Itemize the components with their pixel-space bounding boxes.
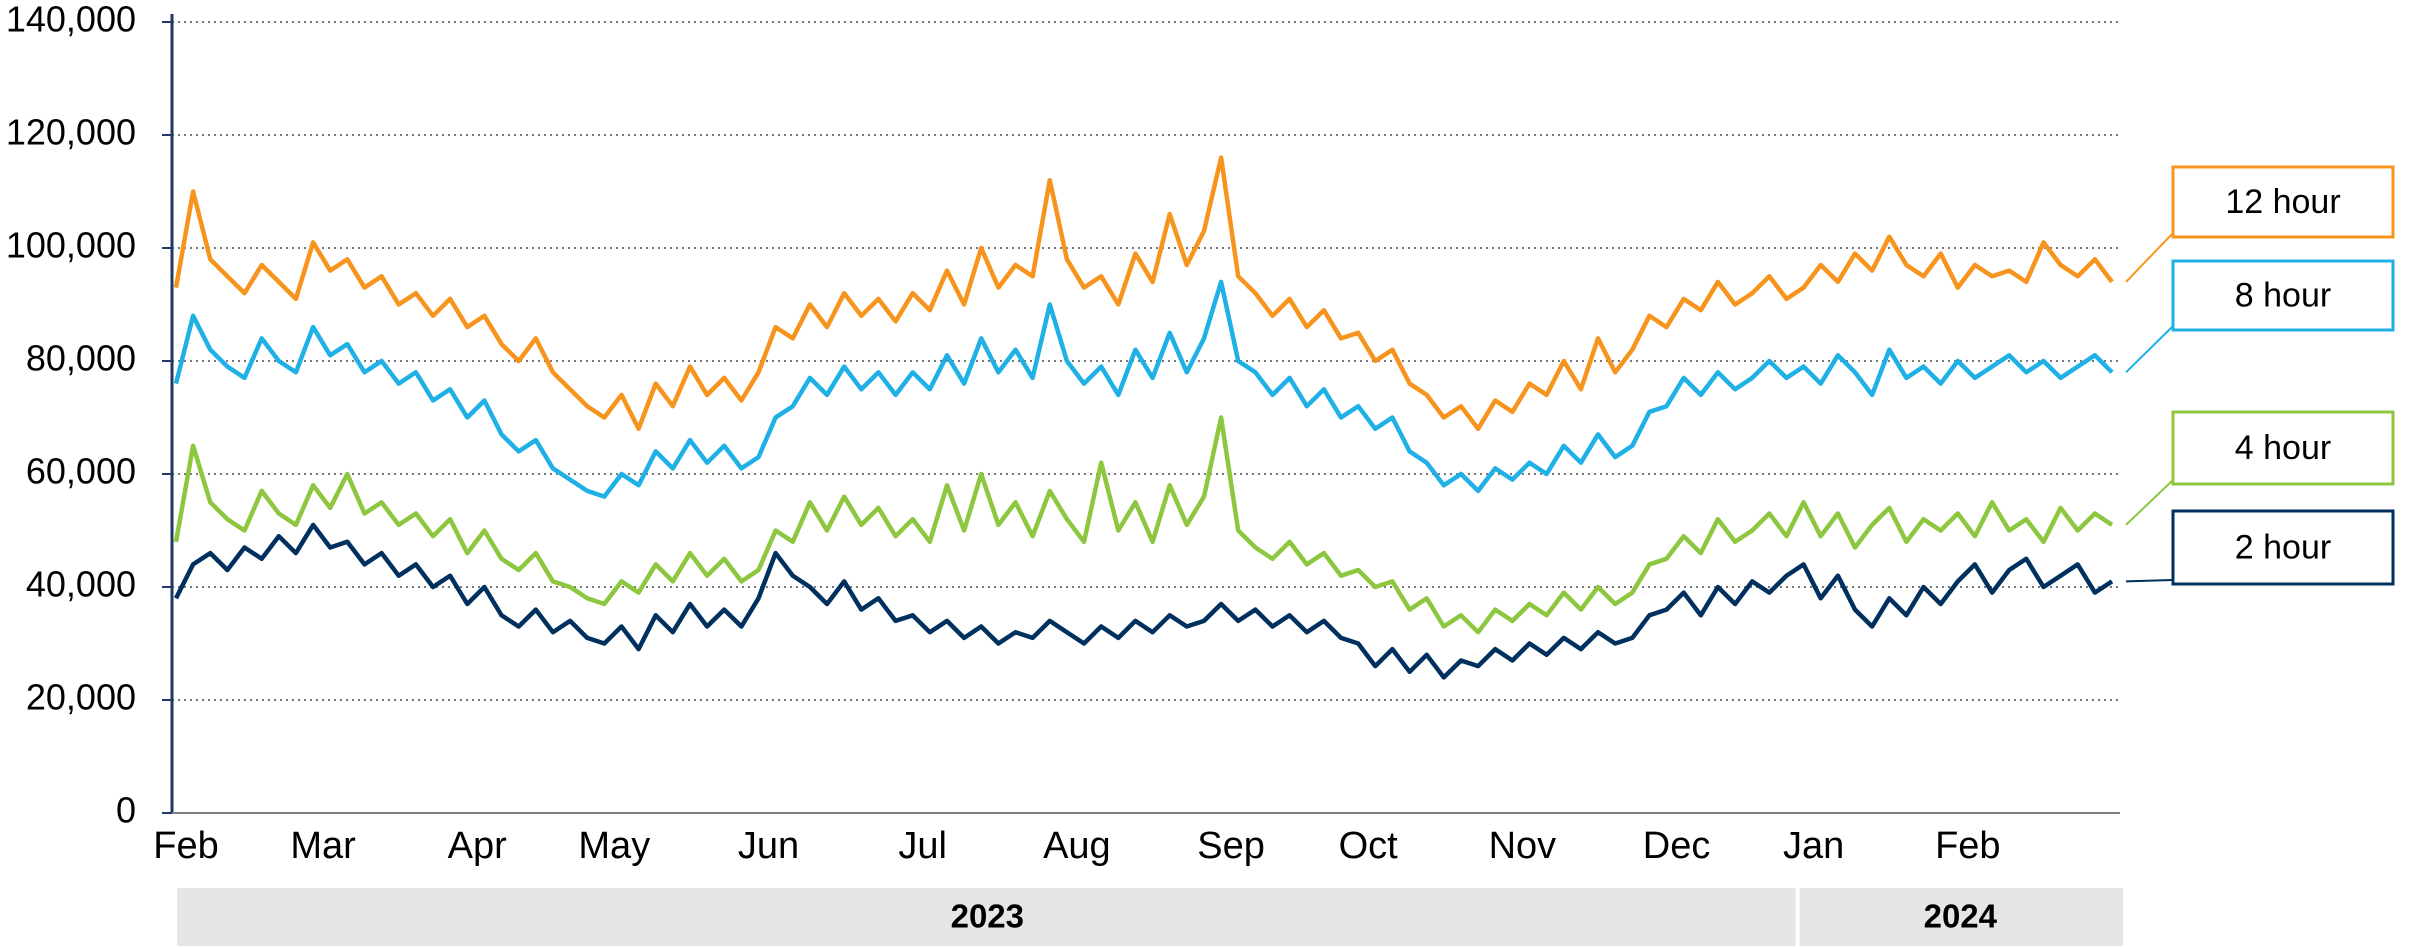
series-line: [173, 155, 2114, 432]
y-tick-label: 140,000: [6, 0, 136, 40]
series-line: [173, 522, 2114, 680]
legend-leader: [2125, 232, 2174, 283]
x-tick-label: Nov: [1489, 825, 1557, 867]
legend-box: [2171, 165, 2395, 239]
x-tick-label: Sep: [1197, 825, 1265, 867]
legend-label: 8 hour: [2235, 276, 2331, 314]
x-tick-label: Dec: [1643, 825, 1711, 867]
year-label: 2023: [951, 898, 1024, 935]
x-tick-label: Feb: [1935, 825, 2000, 867]
legend-leader: [2125, 325, 2174, 374]
x-tick-label: Jan: [1783, 825, 1844, 867]
legend-box: [2171, 509, 2395, 586]
legend-label: 12 hour: [2225, 183, 2340, 221]
x-tick-label: Jun: [738, 825, 799, 867]
x-tick-label: Mar: [290, 825, 356, 867]
series-line: [173, 279, 2114, 499]
y-tick-label: 60,000: [26, 451, 136, 492]
x-tick-label: Aug: [1043, 825, 1111, 867]
legend-box: [2171, 259, 2395, 332]
x-tick-label: Feb: [153, 825, 218, 867]
x-tick-label: Apr: [448, 825, 507, 867]
year-label: 2024: [1924, 898, 1998, 935]
x-tick-label: Jul: [898, 825, 947, 867]
legend-label: 2 hour: [2235, 528, 2331, 566]
legend-box: [2171, 410, 2395, 486]
series-line: [173, 415, 2114, 635]
y-tick-label: 0: [116, 790, 136, 831]
year-band: [177, 888, 2123, 946]
x-tick-label: May: [578, 825, 650, 867]
y-tick-label: 100,000: [6, 225, 136, 266]
y-tick-label: 80,000: [26, 338, 136, 379]
y-tick-label: 120,000: [6, 112, 136, 153]
legend-leader: [2125, 579, 2174, 583]
y-tick-label: 40,000: [26, 564, 136, 605]
x-tick-label: Oct: [1339, 825, 1399, 867]
legend-leader: [2125, 479, 2174, 526]
legend-label: 4 hour: [2235, 429, 2331, 467]
y-tick-label: 20,000: [26, 677, 136, 718]
